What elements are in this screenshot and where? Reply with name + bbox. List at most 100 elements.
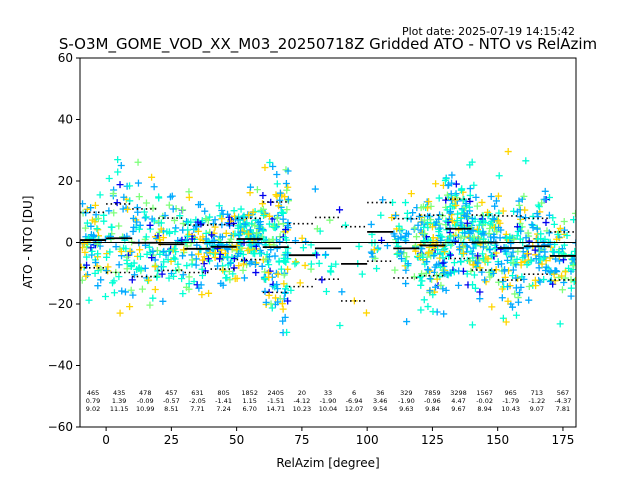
scatter-point [165,201,173,209]
x-tick-label: 100 [356,433,379,447]
scatter-point [149,247,157,255]
scatter-point [550,220,558,228]
scatter-point [197,220,205,228]
scatter-point [105,207,113,215]
scatter-point [81,224,89,232]
scatter-point [470,233,478,241]
scatter-point [265,237,273,245]
scatter-point [233,274,241,282]
scatter-point [512,311,520,319]
scatter-point [452,201,460,209]
scatter-point [507,252,515,260]
bin-count-label: 1567 [476,389,493,397]
bin-count-label: 6 [352,389,356,397]
scatter-point [214,262,222,270]
scatter-point [516,235,524,243]
x-axis-ticks: 0 25 50 75 100 125 150 175 [102,427,574,447]
scatter-point [276,196,284,204]
scatter-point [252,269,260,277]
scatter-point [87,222,95,230]
scatter-point [180,246,188,254]
scatter-point [121,288,129,296]
scatter-point [135,193,143,201]
scatter-point [241,257,249,265]
scatter-point [240,212,248,220]
scatter-point [476,288,484,296]
scatter-point [262,298,270,306]
scatter-point [216,255,224,263]
scatter-point [87,204,95,212]
bin-std-label: 8.94 [477,405,491,413]
scatter-point [200,253,208,261]
scatter-point [117,247,125,255]
scatter-point [403,318,411,326]
scatter-point [108,223,116,231]
bin-std-label: 14.71 [266,405,285,413]
bin-mean-label: -0.96 [424,397,441,405]
scatter-point [218,215,226,223]
scatter-point [440,310,448,318]
scatter-point [315,259,323,267]
scatter-point [281,193,289,201]
scatter-point [485,210,493,218]
scatter-point [515,201,523,209]
scatter-point [210,237,218,245]
scatter-point [451,196,459,204]
scatter-point [221,249,229,257]
scatter-point [151,285,159,293]
scatter-point [556,224,564,232]
scatter-point [134,179,142,187]
scatter-point [561,274,569,282]
scatter-point [124,205,132,213]
scatter-point [497,245,505,253]
x-tick-label: 150 [486,433,509,447]
scatter-point [455,226,463,234]
scatter-point [245,211,253,219]
scatter-point [503,235,511,243]
scatter-point [403,209,411,217]
bin-count-label: 20 [298,389,306,397]
scatter-point [466,191,474,199]
scatter-point [135,265,143,273]
scatter-point [104,263,112,271]
scatter-point [274,270,282,278]
scatter-point [97,265,105,273]
scatter-point [370,246,378,254]
scatter-point [151,263,159,271]
scatter-point [424,265,432,273]
scatter-point [407,190,415,198]
scatter-point [391,266,399,274]
y-tick-label: 0 [65,236,73,250]
bin-std-label: 10.43 [501,405,520,413]
scatter-point [114,156,122,164]
scatter-point [135,225,143,233]
bin-count-label: 33 [324,389,332,397]
scatter-point [223,253,231,261]
scatter-point [495,224,503,232]
scatter-point [255,240,263,248]
scatter-point [266,212,274,220]
scatter-point [301,261,309,269]
scatter-point [447,232,455,240]
scatter-point [467,267,475,275]
scatter-point [115,222,123,230]
scatter-point [234,216,242,224]
scatter-point [461,229,469,237]
scatter-point [261,274,269,282]
scatter-point [420,237,428,245]
scatter-point [469,227,477,235]
scatter-point [179,290,187,298]
scatter-point [198,291,206,299]
scatter-point [284,183,292,191]
scatter-point [93,240,101,248]
scatter-point [455,281,463,289]
scatter-point [266,158,274,166]
scatter-point [183,217,191,225]
bin-std-label: 9.07 [530,405,544,413]
scatter-point [442,286,450,294]
scatter-point [410,273,418,281]
scatter-point [535,264,543,272]
scatter-point [133,218,141,226]
scatter-point [429,308,437,316]
